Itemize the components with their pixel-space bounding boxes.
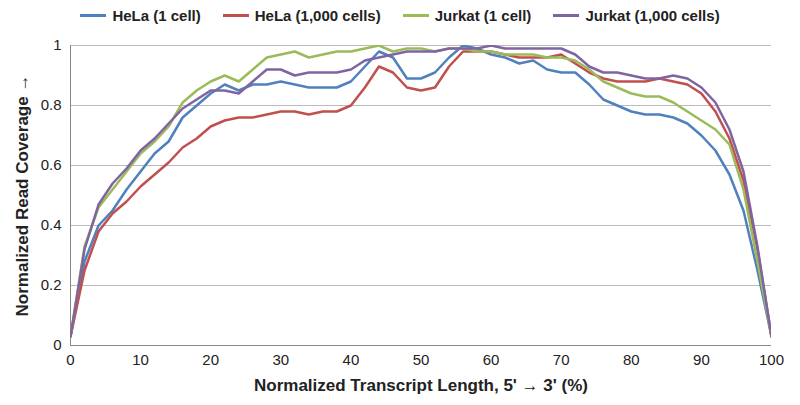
svg-text:90: 90 [693, 351, 710, 368]
svg-text:30: 30 [272, 351, 289, 368]
svg-text:Normalized Read Coverage →: Normalized Read Coverage → [13, 75, 32, 317]
svg-text:70: 70 [553, 351, 570, 368]
svg-text:100: 100 [759, 351, 784, 368]
svg-text:50: 50 [413, 351, 430, 368]
svg-text:10: 10 [132, 351, 149, 368]
html-text:HeLa (1 cell): HeLa (1 cell) [112, 6, 201, 24]
svg-text:0.2: 0.2 [41, 276, 62, 293]
svg-text:1: 1 [53, 36, 61, 53]
svg-text:Normalized Transcript Length,: Normalized Transcript Length, 5' → 3' (%… [254, 376, 588, 395]
html-text:Jurkat (1 cell): Jurkat (1 cell) [434, 6, 532, 24]
svg-text:0.4: 0.4 [41, 216, 62, 233]
svg-text:40: 40 [343, 351, 360, 368]
html-text:Jurkat (1,000 cells): Jurkat (1,000 cells) [585, 6, 720, 24]
svg-text:0: 0 [66, 351, 74, 368]
svg-text:80: 80 [623, 351, 640, 368]
svg-text:0: 0 [53, 336, 61, 353]
svg-text:60: 60 [483, 351, 500, 368]
html-text:HeLa (1,000 cells): HeLa (1,000 cells) [254, 6, 381, 24]
svg-text:0.6: 0.6 [41, 156, 62, 173]
svg-text:20: 20 [202, 351, 219, 368]
svg-text:0.8: 0.8 [41, 96, 62, 113]
